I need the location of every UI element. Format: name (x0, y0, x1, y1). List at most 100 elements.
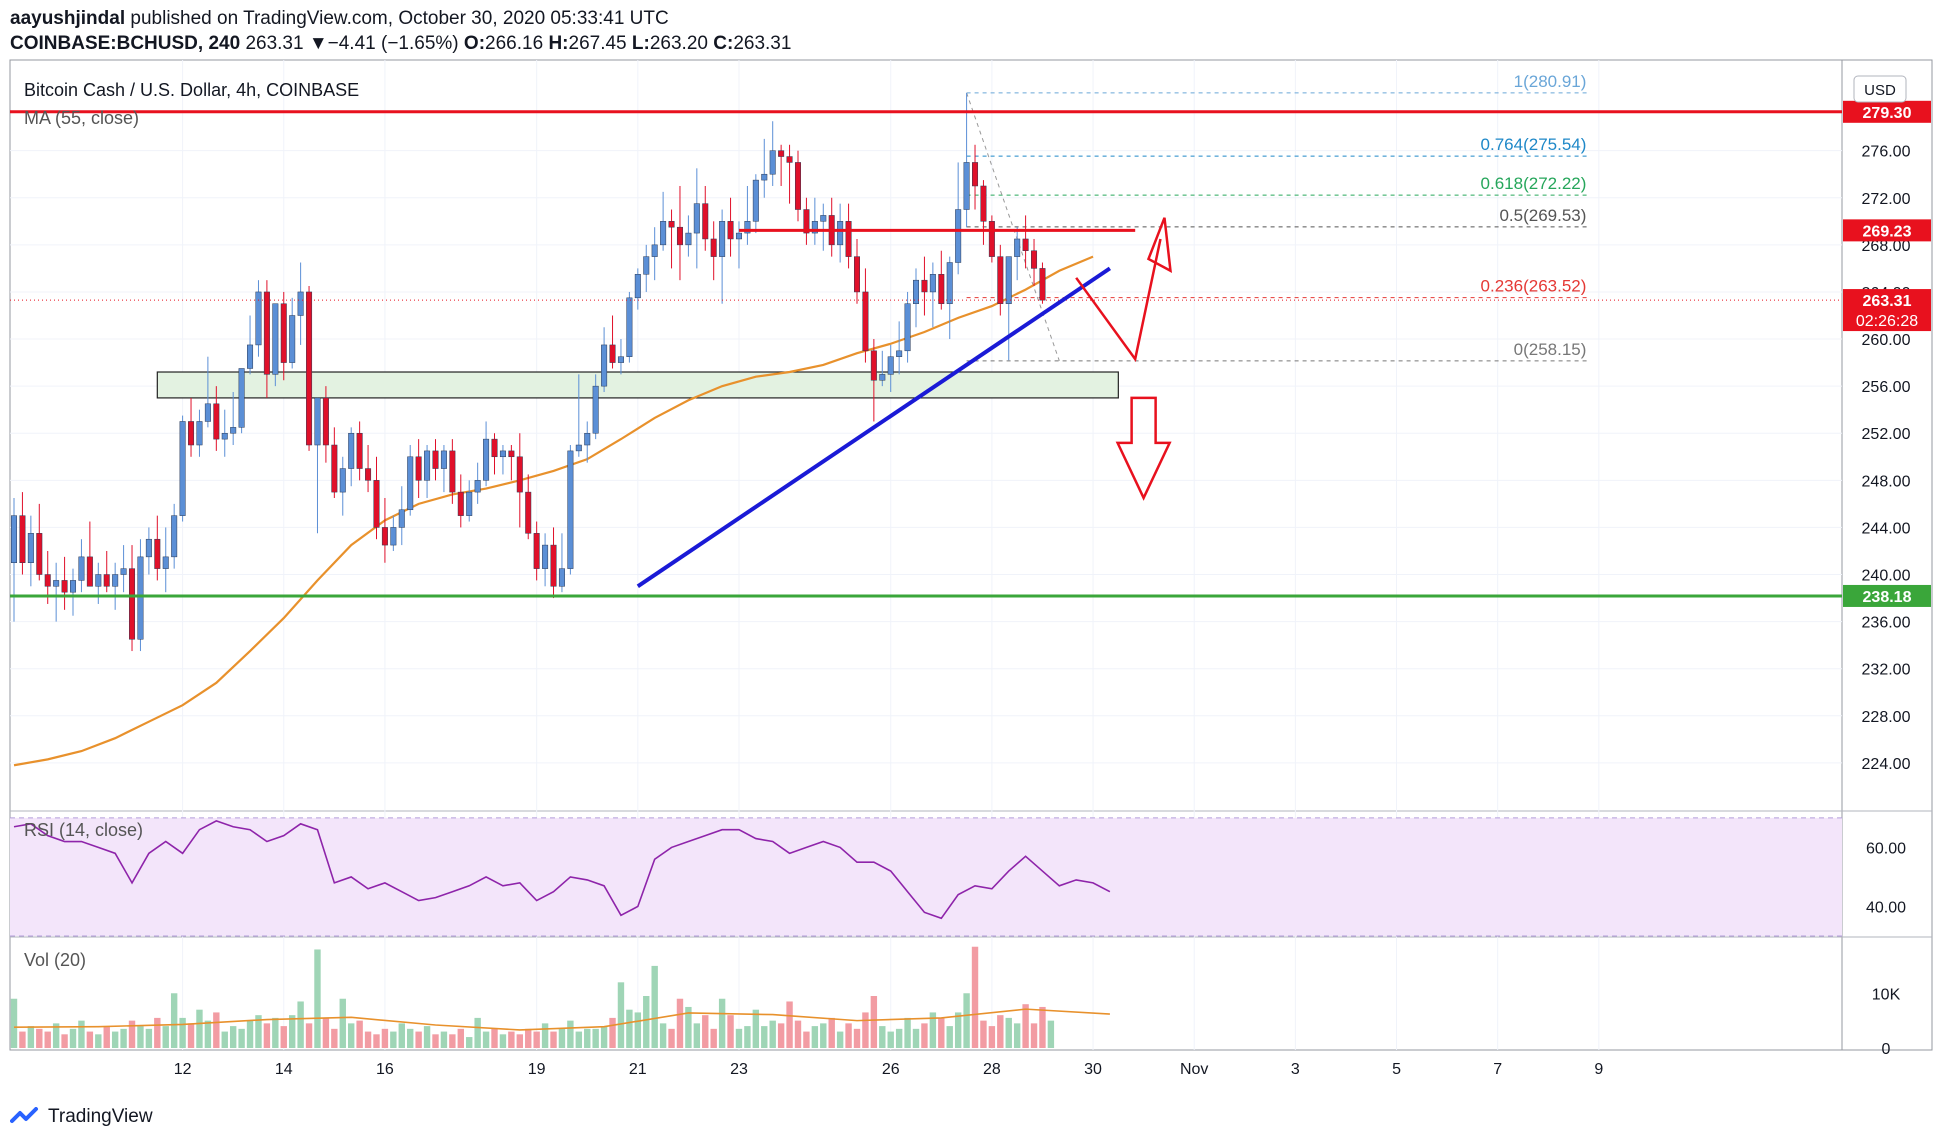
volume-bar (963, 993, 970, 1048)
volume-bar (364, 1031, 372, 1048)
symbol: COINBASE:BCHUSD, 240 (10, 33, 241, 54)
candle-body (643, 256, 650, 275)
volume-bar (836, 1031, 844, 1048)
x-tick-label: 3 (1291, 1061, 1300, 1078)
volume-bar (1013, 1023, 1021, 1048)
fib-level-label: 0.5(269.53) (1499, 206, 1586, 225)
x-tick-label: 23 (730, 1061, 748, 1078)
candle-body (744, 221, 751, 234)
volume-bar (466, 1037, 473, 1048)
candle-body (516, 456, 523, 493)
vol-y-tick-label: 10K (1872, 986, 1901, 1003)
candle-body (204, 403, 211, 422)
volume-bar (980, 1020, 987, 1048)
candle-body (86, 556, 93, 587)
last-price: 263.31 (245, 33, 304, 54)
rsi-y-tick-label: 60.00 (1866, 840, 1906, 857)
volume-bar (297, 1001, 304, 1048)
volume-bar (111, 1031, 119, 1048)
volume-bar (499, 1034, 507, 1048)
volume-bar (204, 1020, 212, 1048)
support-price-label: 238.18 (1863, 589, 1912, 606)
candle-body (634, 274, 641, 299)
volume-bar (339, 998, 346, 1048)
volume-bar (27, 1026, 35, 1048)
volume-bar (44, 1031, 51, 1048)
volume-bar (634, 1012, 642, 1048)
candle-body (946, 262, 953, 304)
x-tick-label: 9 (1594, 1061, 1603, 1078)
volume-bar (777, 1023, 785, 1048)
candle-body (196, 421, 203, 446)
volume-bar (828, 1017, 835, 1048)
volume-bar (491, 1028, 498, 1048)
candle-body (862, 291, 869, 352)
candle-body (381, 527, 388, 546)
candle-body (1022, 238, 1029, 251)
candle-body (542, 544, 549, 569)
y-tick-label: 268.00 (1862, 238, 1911, 255)
author[interactable]: aayushjindal (10, 8, 126, 29)
candle-body (145, 538, 152, 558)
candle-body (676, 226, 683, 246)
y-tick-label: 236.00 (1862, 615, 1911, 632)
volume-bar (609, 1017, 616, 1048)
ma-indicator-label: MA (55, close) (24, 108, 139, 128)
currency-button[interactable] (1853, 75, 1907, 103)
y-tick-label: 272.00 (1862, 191, 1911, 208)
candle-body (306, 291, 313, 446)
candle-body (702, 203, 709, 240)
rsi-label: RSI (14, close) (24, 820, 143, 840)
candle-body (432, 450, 439, 469)
candle-body (710, 238, 717, 257)
volume-bar (702, 1015, 709, 1048)
volume-bar (744, 1026, 751, 1048)
volume-bar (373, 1034, 380, 1048)
volume-bar (693, 1023, 701, 1048)
candle-body (584, 432, 591, 446)
ma55-line (13, 255, 1094, 767)
volume-bar (550, 1031, 557, 1048)
resistance-price-tag (1843, 100, 1931, 123)
candle-body (913, 279, 920, 304)
x-tick-label: 14 (275, 1061, 293, 1078)
candle-body (247, 344, 254, 369)
brand-name[interactable]: TradingView (48, 1106, 153, 1127)
candle-body (921, 279, 928, 293)
candle-body (1039, 268, 1046, 301)
candle-body (154, 538, 161, 569)
candle-body (289, 315, 296, 363)
last-price-label: 263.31 (1863, 293, 1912, 310)
currency-label[interactable]: USD (1864, 82, 1896, 99)
scenario-path-up (1075, 238, 1162, 363)
candle-body (415, 456, 422, 481)
fib-level-label: 0.618(272.22) (1481, 174, 1587, 193)
y-tick-label: 232.00 (1862, 662, 1911, 679)
volume-bar (196, 1009, 203, 1048)
x-tick-label: 26 (882, 1061, 900, 1078)
volume-bar (145, 1028, 153, 1048)
candle-body (660, 221, 667, 246)
ascending-trendline (636, 266, 1112, 588)
tradingview-logo-icon[interactable] (10, 1107, 42, 1127)
volume-bar (710, 1028, 717, 1048)
volume-bar (288, 1015, 296, 1048)
volume-bar (541, 1023, 549, 1048)
x-tick-label: 30 (1084, 1061, 1102, 1078)
candle-body (870, 350, 877, 381)
volume-bar (1039, 1006, 1046, 1048)
y-tick-label: 252.00 (1862, 426, 1911, 443)
fib-level-label: 1(280.91) (1514, 72, 1587, 91)
chart-title: Bitcoin Cash / U.S. Dollar, 4h, COINBASE (24, 80, 359, 100)
down-arrow-icon (1115, 396, 1172, 501)
candle-body (120, 568, 127, 575)
low-value: 263.20 (649, 33, 708, 54)
y-tick-label: 240.00 (1862, 568, 1911, 585)
candle-body (575, 444, 582, 452)
candle-body (162, 556, 169, 569)
candle-body (95, 574, 102, 587)
candle-body (280, 303, 287, 363)
candle-body (103, 574, 110, 587)
fib-level-label: 0.764(275.54) (1481, 135, 1587, 154)
